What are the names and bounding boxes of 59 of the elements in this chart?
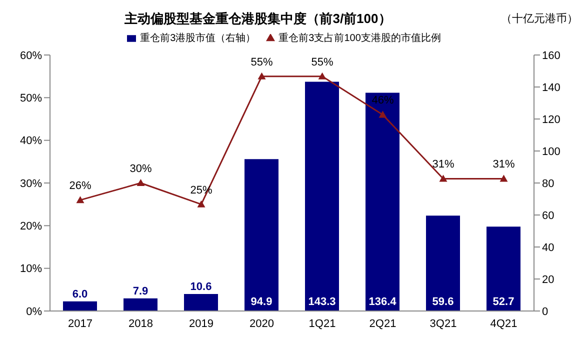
y2-tick-label: 0: [542, 306, 548, 318]
bar: [486, 226, 520, 311]
y2-tick-label: 100: [542, 146, 560, 158]
point: [500, 174, 508, 182]
data-label: 143.3: [308, 296, 336, 308]
data-label: 10.6: [190, 281, 212, 294]
x-tick-label: 3Q21: [430, 318, 457, 330]
y-tick-label: 50%: [20, 92, 42, 105]
bar: [366, 92, 400, 311]
y-tick-label: 0%: [26, 306, 42, 318]
bar: [124, 298, 158, 311]
point: [76, 196, 84, 204]
bar: [184, 294, 218, 311]
y-tick-label: 30%: [20, 178, 42, 190]
data-label: 46%: [372, 94, 394, 107]
point: [439, 174, 448, 182]
y2-tick-label: 160: [542, 50, 560, 62]
x-tick-label: 4Q21: [490, 318, 518, 330]
data-label: 7.9: [132, 285, 148, 298]
y-tick-label: 60%: [20, 50, 42, 62]
data-label: 31%: [432, 158, 454, 171]
legend-label: 重仓前3港股市值（右轴）: [140, 33, 256, 44]
data-label: 94.9: [250, 296, 272, 308]
x-tick-label: 2Q21: [369, 318, 396, 330]
bar: [63, 301, 97, 311]
y-tick-label: 20%: [20, 220, 42, 233]
point: [378, 110, 387, 118]
legend-label: 重仓前3支占前100支港股的市值比例: [278, 33, 441, 44]
data-label: 30%: [130, 163, 152, 175]
text: （十亿元港币）: [501, 12, 578, 26]
data-label: 55%: [250, 56, 273, 68]
data-label: 136.4: [368, 296, 398, 308]
point: [136, 179, 145, 186]
y2-tick-label: 120: [542, 114, 560, 126]
data-label: 26%: [69, 180, 92, 192]
point: [197, 200, 206, 208]
x-tick-label: 1Q21: [308, 318, 336, 330]
data-label: 59.6: [432, 296, 454, 308]
bar: [426, 216, 460, 311]
chart-title: 主动偏股型基金重仓港股集中度（前3/前100）: [124, 11, 392, 26]
y2-tick-label: 80: [542, 178, 554, 190]
data-label: 31%: [492, 158, 515, 171]
bar: [305, 82, 339, 311]
y2-tick-label: 20: [542, 274, 554, 286]
y-tick-label: 40%: [20, 135, 42, 148]
x-tick-label: 2018: [128, 318, 153, 330]
point: [318, 72, 326, 80]
y2-tick-label: 40: [542, 242, 554, 254]
point: [258, 72, 266, 80]
data-label: 52.7: [492, 296, 514, 308]
x-tick-label: 2019: [189, 318, 214, 330]
bar: [244, 159, 278, 311]
x-tick-label: 2017: [68, 318, 92, 330]
y2-tick-label: 60: [542, 210, 554, 222]
x-tick-label: 2020: [250, 318, 274, 330]
y2-tick-label: 140: [542, 82, 560, 94]
data-label: 6.0: [72, 288, 88, 300]
y-tick-label: 10%: [20, 263, 42, 276]
data-label: 55%: [311, 56, 334, 68]
